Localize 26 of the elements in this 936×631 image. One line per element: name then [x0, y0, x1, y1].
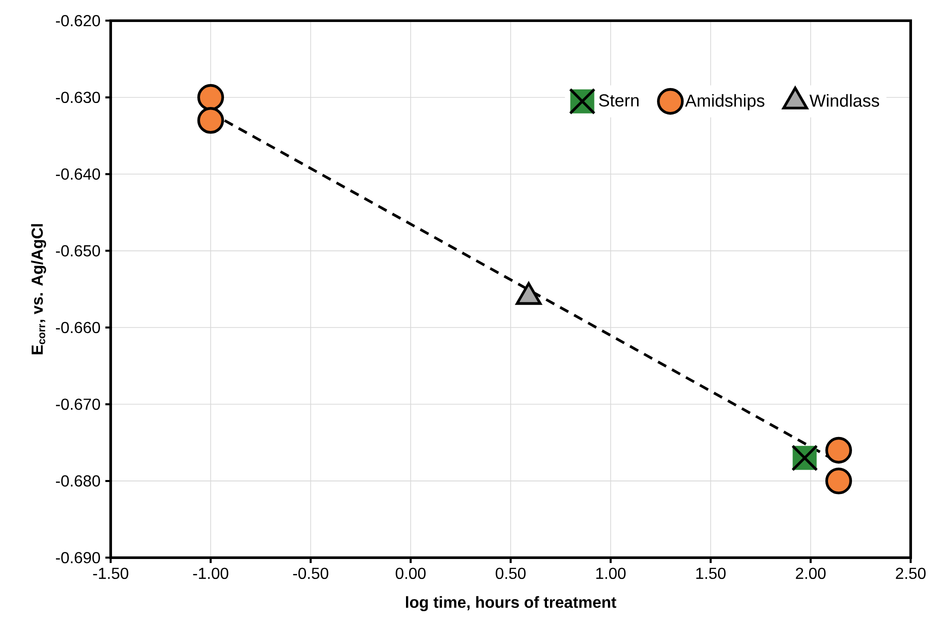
- y-tick-label: -0.660: [56, 322, 100, 334]
- x-tick-label: 2.50: [896, 568, 926, 580]
- x-tick-label: 1.50: [696, 568, 726, 580]
- y-tick-label: -0.680: [56, 475, 100, 487]
- y-tick-label: -0.690: [56, 552, 100, 564]
- x-axis-title: log time, hours of treatment: [406, 596, 616, 612]
- point: [825, 436, 852, 464]
- x-tick-label: 0.00: [396, 568, 426, 580]
- point: [197, 107, 224, 134]
- y-tick-label: -0.620: [56, 15, 100, 26]
- y-tick-label: -0.650: [56, 245, 100, 256]
- x-tick-label: 1.00: [596, 568, 626, 580]
- point: [825, 468, 852, 494]
- y-tick-label: -0.640: [56, 168, 100, 180]
- x-tick-label: -0.50: [293, 568, 328, 580]
- y-tick-label: -0.630: [56, 92, 100, 104]
- legend-label: Stern: [599, 94, 639, 107]
- legend-label: Windlass: [810, 94, 880, 107]
- x-tick-label: -1.00: [193, 568, 228, 580]
- x-tick-label: 2.00: [796, 568, 826, 580]
- point: [197, 84, 224, 111]
- y-tick-label: -0.670: [56, 398, 100, 410]
- x-tick-label: 0.50: [496, 568, 526, 580]
- y-axis-title: E$_{corr}$, vs. Ag/AgCl: [31, 224, 46, 354]
- legend-label: Amidships: [685, 94, 764, 110]
- x-tick-label: -1.50: [93, 568, 128, 580]
